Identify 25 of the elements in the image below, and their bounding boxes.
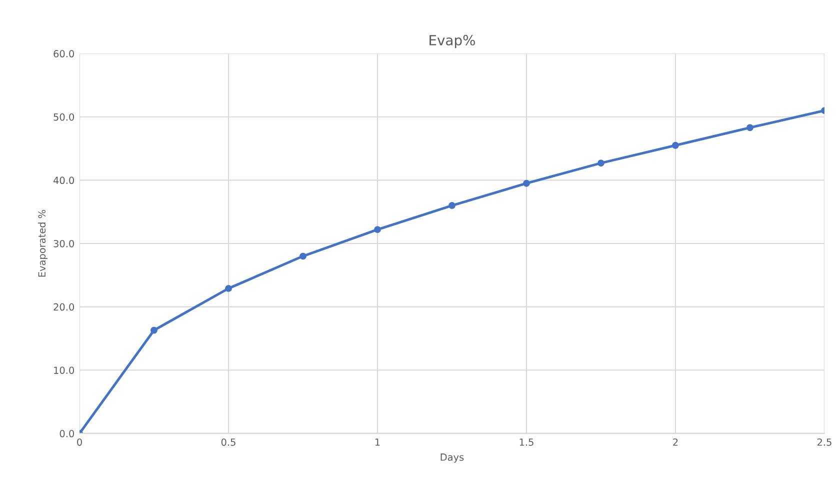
point — [300, 252, 306, 260]
point — [150, 326, 158, 334]
x-tick-label: 0 — [77, 438, 82, 446]
x-tick-label: 2.5 — [817, 438, 832, 446]
y-tick-label: 30.0 — [54, 240, 74, 248]
x-tick-label: 0.5 — [221, 438, 236, 446]
y-tick-label: 60.0 — [54, 50, 74, 58]
point — [225, 284, 232, 292]
y-tick-label: 20.0 — [54, 303, 74, 311]
point — [597, 160, 604, 167]
y-axis-title: Evaporated % — [38, 210, 48, 277]
chart-title: Evap% — [430, 34, 475, 48]
y-tick-label: 50.0 — [54, 113, 74, 121]
y-tick-label: 0.0 — [60, 430, 74, 438]
point — [746, 124, 754, 132]
y-tick-label: 40.0 — [53, 176, 74, 184]
point — [523, 180, 530, 187]
point — [374, 226, 381, 234]
x-axis-title: Days — [440, 454, 464, 463]
x-tick-label: 2 — [673, 438, 678, 446]
x-tick-label: 1 — [375, 438, 380, 446]
point — [448, 202, 456, 209]
x-tick-label: 1.5 — [520, 438, 534, 446]
y-tick-label: 10.0 — [54, 366, 74, 374]
point — [672, 142, 679, 149]
